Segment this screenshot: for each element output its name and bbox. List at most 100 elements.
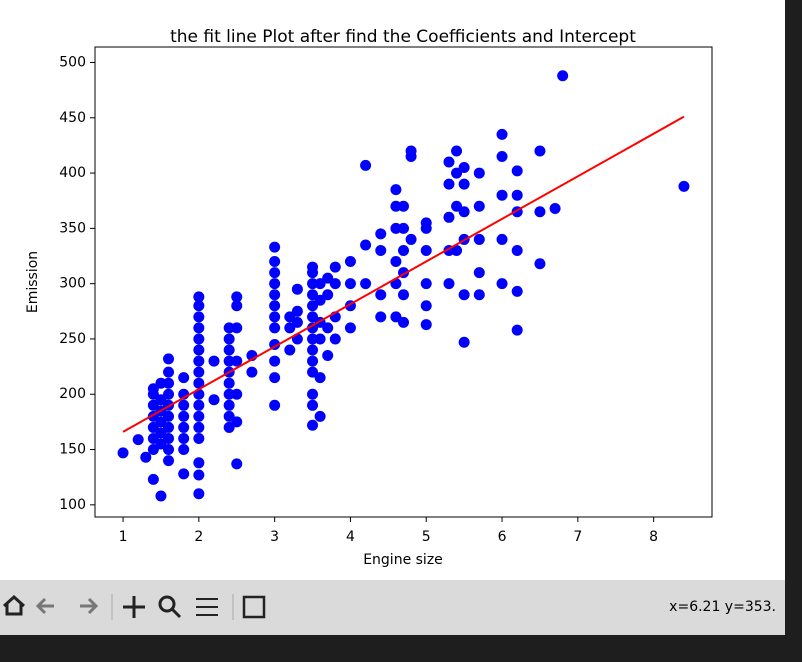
scatter-point — [147, 444, 159, 456]
y-tick-label: 350 — [59, 220, 86, 236]
scatter-point — [511, 285, 523, 297]
scatter-point — [193, 300, 205, 312]
x-tick-label: 4 — [346, 529, 355, 545]
y-tick-label: 150 — [59, 442, 86, 458]
scatter-point — [307, 333, 319, 345]
forward-button[interactable] — [80, 597, 99, 615]
save-button[interactable] — [242, 595, 266, 619]
scatter-point — [496, 128, 508, 140]
pan-button[interactable] — [123, 596, 145, 618]
scatter-point — [375, 311, 387, 323]
scatter-point — [458, 336, 470, 348]
scatter-point — [284, 311, 296, 323]
scatter-point — [307, 322, 319, 334]
x-axis-label: Engine size — [363, 552, 443, 568]
scatter-point — [291, 316, 303, 328]
scatter-point — [549, 202, 561, 214]
scatter-point — [269, 372, 281, 384]
scatter-point — [314, 278, 326, 290]
scatter-point — [269, 278, 281, 290]
scatter-point — [193, 355, 205, 367]
axes-frame — [94, 46, 713, 518]
scatter-point — [322, 272, 334, 284]
scatter-point — [163, 410, 175, 422]
zoom-button[interactable] — [158, 595, 176, 613]
scatter-point — [390, 222, 402, 234]
scatter-point — [307, 344, 319, 356]
back-button[interactable] — [35, 597, 54, 615]
scatter-point — [231, 388, 243, 400]
status-text: x=6.21 y=353. — [669, 599, 776, 615]
scatter-point — [163, 377, 175, 389]
scatter-point — [360, 278, 372, 290]
scatter-point — [163, 353, 175, 365]
scatter-point — [231, 355, 243, 367]
x-tick-label: 7 — [573, 529, 582, 545]
scatter-point — [307, 366, 319, 378]
scatter-point — [511, 165, 523, 177]
x-tick-label: 8 — [649, 529, 658, 545]
scatter-point — [269, 267, 281, 279]
toolbar — [0, 580, 785, 635]
scatter-point — [178, 399, 190, 411]
scatter-point — [178, 410, 190, 422]
y-tick-label: 100 — [59, 497, 86, 513]
scatter-point — [534, 206, 546, 218]
scatter-point — [307, 311, 319, 323]
scatter-point — [132, 434, 144, 446]
scatter-point — [496, 189, 508, 201]
scatter-point — [322, 350, 334, 362]
scatter-point — [193, 457, 205, 469]
scatter-point — [473, 267, 485, 279]
scatter-point — [314, 333, 326, 345]
scatter-point — [314, 372, 326, 384]
zoom-handle — [170, 607, 182, 619]
scatter-point — [473, 289, 485, 301]
scatter-point — [193, 291, 205, 303]
scatter-point — [329, 278, 341, 290]
scatter-point — [405, 145, 417, 157]
scatter-point — [147, 432, 159, 444]
scatter-point — [140, 451, 152, 463]
scatter-point — [208, 355, 220, 367]
scatter-point — [269, 289, 281, 301]
scatter-point — [193, 322, 205, 334]
home-button[interactable] — [2, 594, 26, 616]
scatter-point — [451, 167, 463, 179]
scatter-point — [223, 333, 235, 345]
scatter-point — [496, 150, 508, 162]
scatter-point — [322, 289, 334, 301]
scatter-point — [178, 432, 190, 444]
scatter-point — [375, 289, 387, 301]
scatter-point — [269, 399, 281, 411]
scatter-point — [375, 244, 387, 256]
scatter-point — [231, 458, 243, 470]
scatter-point — [329, 333, 341, 345]
y-tick-label: 250 — [59, 331, 86, 347]
scatter-point — [420, 278, 432, 290]
scatter-point — [291, 283, 303, 295]
scatter-point — [398, 316, 409, 328]
toolbar-icons — [2, 594, 266, 620]
scatter-point — [496, 233, 508, 245]
scatter-point — [284, 344, 296, 356]
scatter-point — [117, 447, 129, 459]
scatter-point — [307, 278, 319, 290]
scatter-point — [451, 200, 463, 212]
scatter-point — [390, 200, 402, 212]
y-axis-label: Emission — [25, 251, 41, 313]
scatter-point — [147, 399, 159, 411]
scatter-point — [223, 322, 235, 334]
scatter-point — [223, 355, 235, 367]
configure-button[interactable] — [196, 598, 218, 616]
x-tick-label: 6 — [498, 529, 507, 545]
scatter-point — [269, 241, 281, 253]
x-tick-label: 2 — [194, 529, 203, 545]
scatter-point — [193, 333, 205, 345]
scatter-point — [451, 244, 463, 256]
scatter-point — [163, 421, 175, 433]
scatter-point — [314, 410, 326, 422]
y-tick-label: 500 — [59, 54, 86, 70]
scatter-point — [511, 189, 523, 201]
scatter-point — [307, 289, 319, 301]
